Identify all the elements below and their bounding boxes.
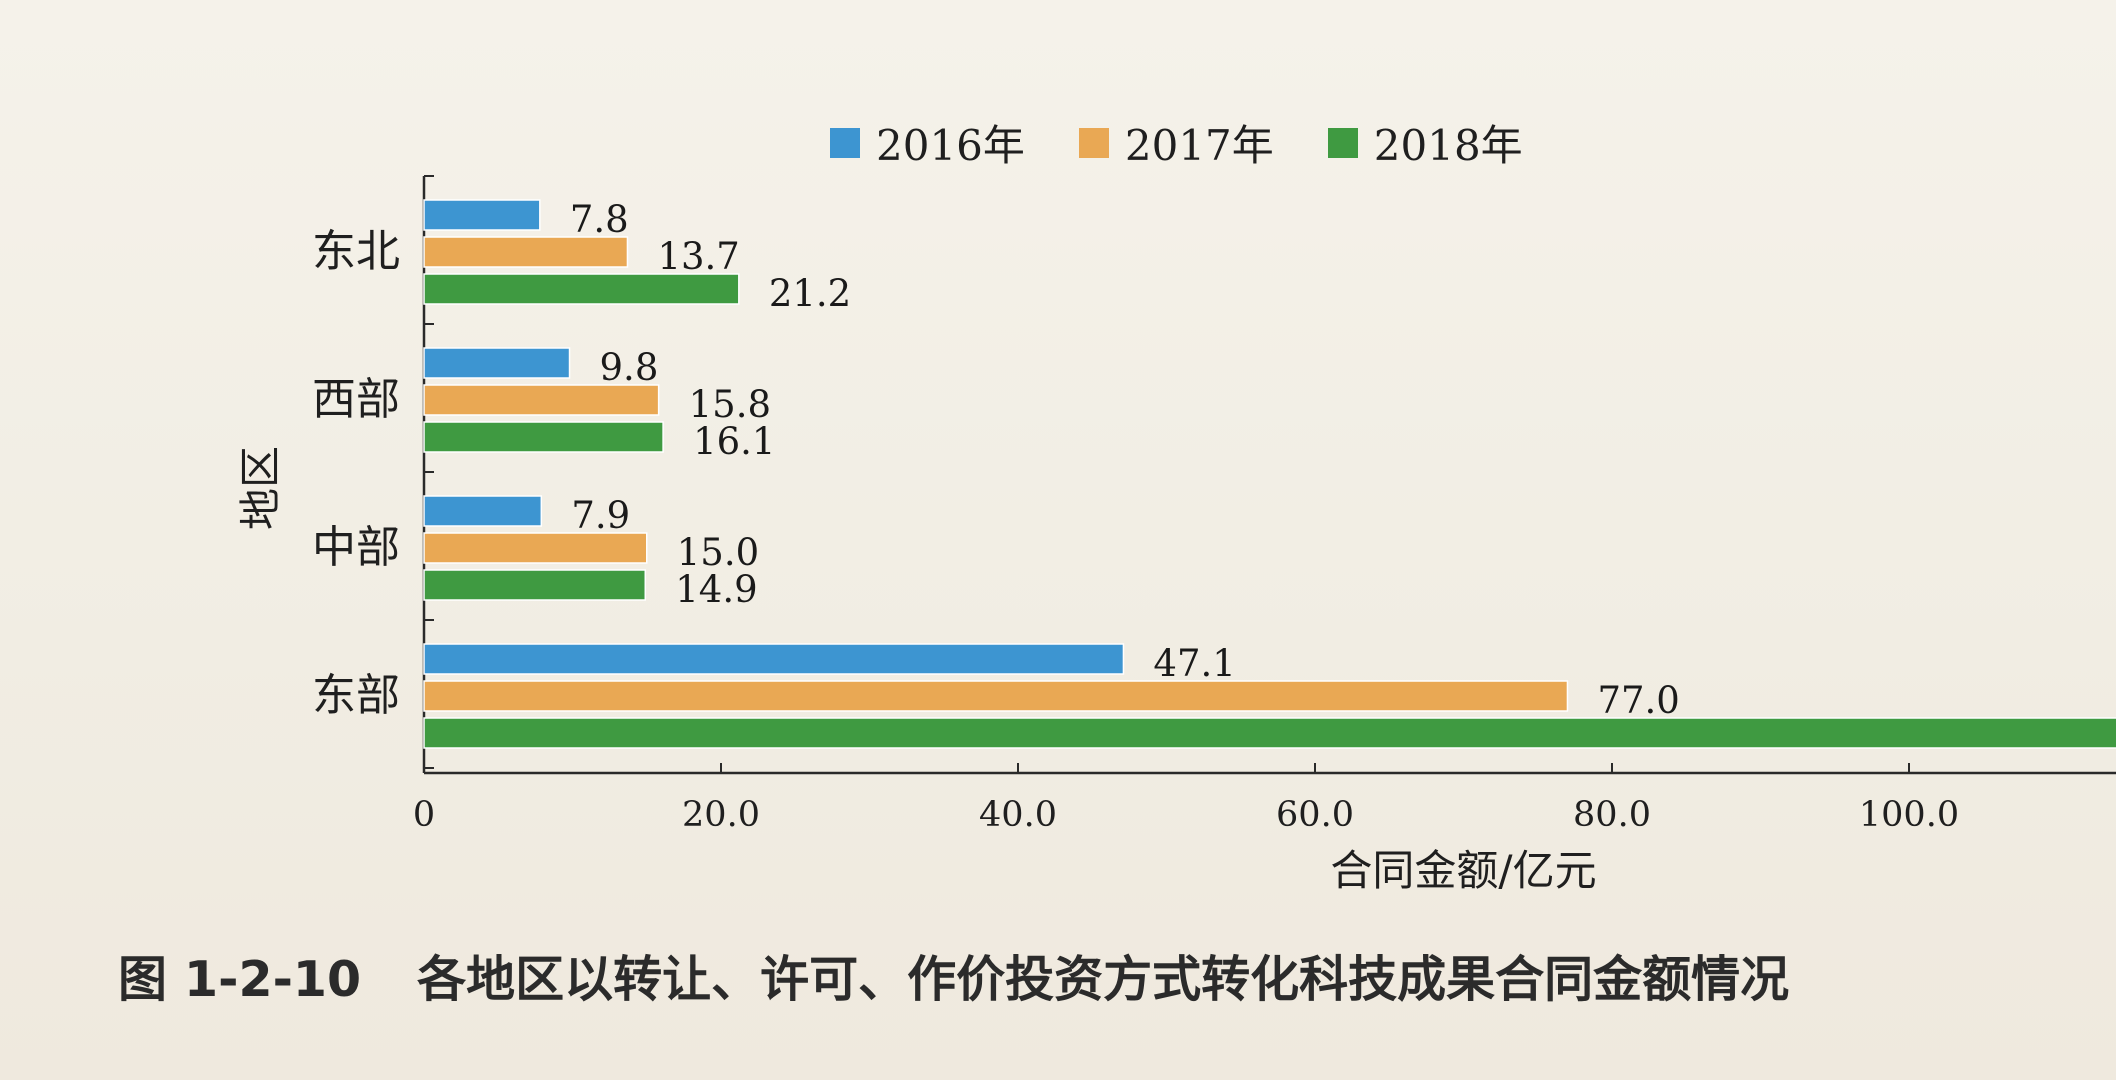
legend-item-2017: 2017年 <box>1078 112 1274 173</box>
x-tick-label: 60.0 <box>1276 795 1354 835</box>
bar-2017年-东部 <box>423 680 1569 712</box>
bar-2018年-东部 <box>423 717 2116 749</box>
x-tick-label: 20.0 <box>682 795 760 835</box>
value-label: 15.0 <box>677 531 759 574</box>
value-label: 15.8 <box>689 383 771 426</box>
chart-legend: 2016年 2017年 2018年 <box>830 112 1523 173</box>
value-label: 14.9 <box>675 568 757 611</box>
bar-2016年-西部 <box>423 347 571 379</box>
value-label: 77.0 <box>1597 679 1679 722</box>
category-label-东北: 东北 <box>312 226 400 277</box>
value-label: 16.1 <box>693 420 775 463</box>
category-label-中部: 中部 <box>312 522 400 573</box>
legend-label-2017: 2017年 <box>1124 121 1274 170</box>
figure-title: 各地区以转让、许可、作价投资方式转化科技成果合同金额情况 <box>417 951 1790 1008</box>
bar-chart: 020.040.060.080.0100.0120.0140.07.813.72… <box>236 175 2116 895</box>
legend-swatch-2016 <box>830 127 860 158</box>
legend-item-2018: 2018年 <box>1327 112 1523 173</box>
legend-item-2016: 2016年 <box>830 112 1025 173</box>
bar-2017年-中部 <box>423 532 648 564</box>
category-label-东部: 东部 <box>312 670 400 721</box>
value-label: 13.7 <box>657 235 739 278</box>
value-label: 47.1 <box>1153 642 1235 685</box>
value-label: 7.8 <box>570 198 629 241</box>
y-axis-title: 地区 <box>236 446 285 530</box>
value-label: 9.8 <box>600 346 659 389</box>
legend-label-2018: 2018年 <box>1373 121 1523 170</box>
figure-number: 图 1-2-10 <box>118 951 362 1008</box>
x-tick-label: 100.0 <box>1859 795 1959 835</box>
bar-2018年-西部 <box>423 421 664 453</box>
bar-2016年-中部 <box>423 495 543 527</box>
bar-2017年-西部 <box>423 384 660 416</box>
x-tick-label: 80.0 <box>1573 795 1651 835</box>
legend-label-2016: 2016年 <box>876 121 1025 170</box>
legend-swatch-2018 <box>1327 127 1358 158</box>
bar-2016年-东部 <box>423 643 1125 675</box>
legend-swatch-2017 <box>1078 127 1109 158</box>
bar-2018年-东北 <box>423 273 740 305</box>
bar-2017年-东北 <box>423 236 629 268</box>
x-tick-label: 0 <box>413 795 435 835</box>
bar-2016年-东北 <box>423 199 541 231</box>
x-tick-label: 40.0 <box>979 795 1057 835</box>
figure-caption: 图 1-2-10 各地区以转让、许可、作价投资方式转化科技成果合同金额情况 <box>118 940 2018 1011</box>
category-label-西部: 西部 <box>312 374 400 425</box>
value-label: 21.2 <box>769 272 851 315</box>
bar-2018年-中部 <box>423 569 647 601</box>
x-axis-title: 合同金额/亿元 <box>1330 846 1596 895</box>
value-label: 7.9 <box>571 494 630 537</box>
